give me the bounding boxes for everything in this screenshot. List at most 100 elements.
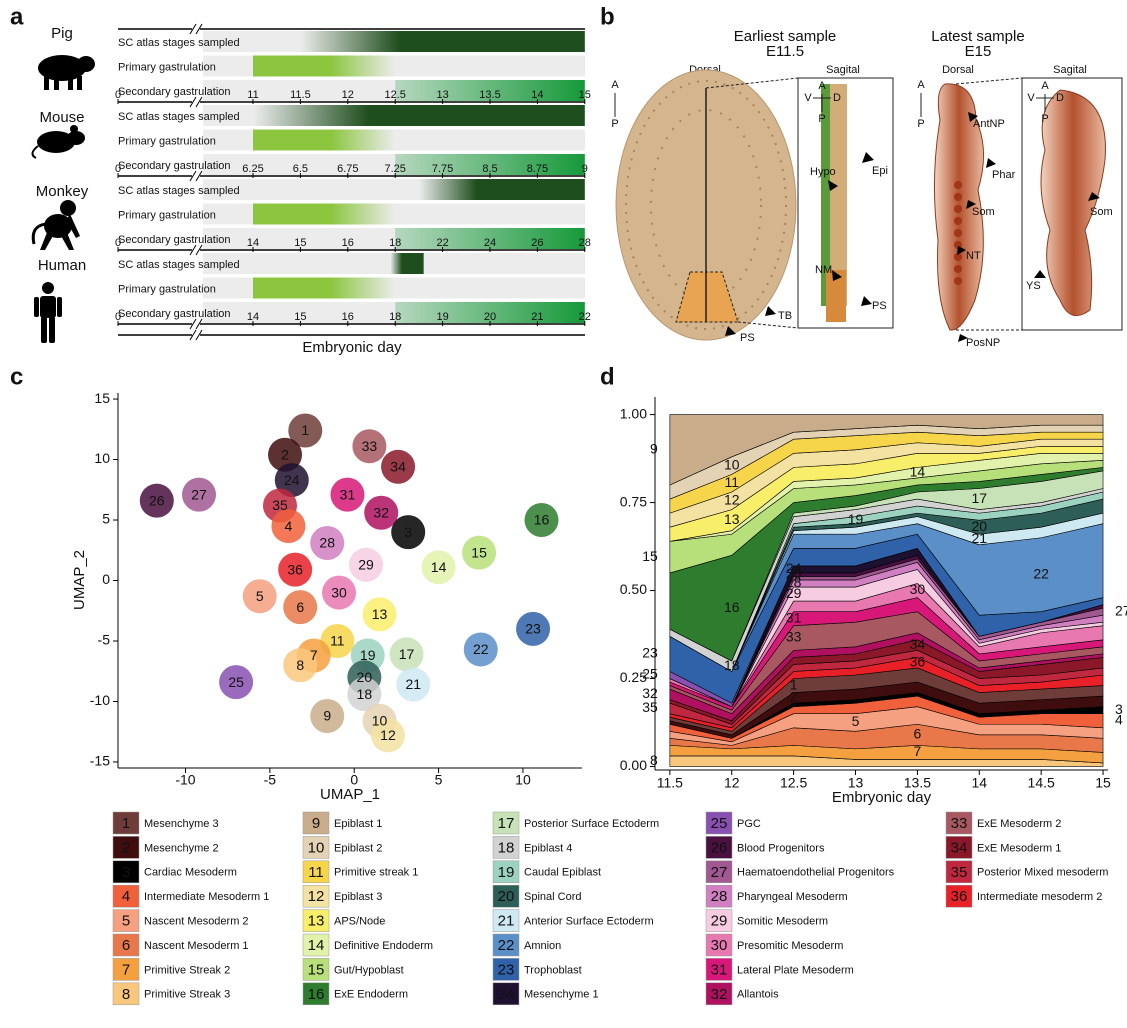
legend-id: 21 <box>498 913 515 930</box>
legend-id: 6 <box>122 937 130 954</box>
legend-name: Posterior Surface Ectoderm <box>524 818 659 830</box>
legend-name: Epiblast 1 <box>334 818 382 830</box>
legend-id: 17 <box>498 815 515 832</box>
view-label: Sagital <box>826 64 860 76</box>
bar-label: Secondary gastrulation <box>118 160 231 172</box>
tick-label: 8.5 <box>482 163 497 175</box>
legend-name: Posterior Mixed mesoderm <box>977 867 1108 879</box>
tick-label: 21 <box>531 311 543 323</box>
cluster-label: 36 <box>287 561 303 577</box>
tick-label: 6.25 <box>242 163 263 175</box>
legend-id: 29 <box>711 913 728 930</box>
figure: a b c d <box>0 0 1127 1028</box>
tick-label: 24 <box>484 237 496 249</box>
area-label: 12 <box>724 492 740 508</box>
cluster-label: 2 <box>281 446 289 462</box>
legend-name: Definitive Endoderm <box>334 940 433 952</box>
annotation: Hypo <box>810 166 836 178</box>
area-label: 1 <box>790 676 798 692</box>
legend-id: 1 <box>122 815 130 832</box>
cluster-label: 34 <box>390 458 406 474</box>
pig-leg <box>44 76 49 90</box>
x-tick-label: 12 <box>724 775 740 791</box>
pig-head <box>77 56 95 72</box>
human-arm <box>34 297 39 317</box>
cluster-label: 32 <box>373 504 389 520</box>
human-leg <box>49 317 55 343</box>
stage-bar <box>419 179 585 200</box>
legend-name: Mesenchyme 3 <box>144 818 219 830</box>
y-tick-label: 0.25 <box>620 669 647 685</box>
legend-name: Primitive streak 1 <box>334 867 418 879</box>
legend-id: 13 <box>308 913 325 930</box>
tick-label: 8.75 <box>527 163 548 175</box>
legend-id: 22 <box>498 937 515 954</box>
annotation: PS <box>872 300 887 312</box>
x-tick-label: 14.5 <box>1028 775 1055 791</box>
cluster-label: 23 <box>525 621 541 637</box>
tick-label: 13.5 <box>479 89 500 101</box>
legend-name: Nascent Mesoderm 2 <box>144 916 249 928</box>
panel-label: b <box>600 3 615 30</box>
pig-leg <box>54 76 59 90</box>
legend-id: 11 <box>308 864 324 881</box>
cluster-label: 15 <box>471 544 487 560</box>
legend-id: 26 <box>711 839 728 856</box>
legend-name: Amnion <box>524 940 561 952</box>
view-label: Sagital <box>1053 64 1087 76</box>
legend-id: 19 <box>498 864 515 881</box>
tick-label: 7.75 <box>432 163 453 175</box>
mouse-icon <box>32 125 85 158</box>
cluster-label: 35 <box>272 497 288 513</box>
axis-letter: A <box>818 80 826 92</box>
bar-label: Primary gastrulation <box>118 283 216 295</box>
x-axis-label: UMAP_1 <box>320 786 380 803</box>
legend-name: Lateral Plate Mesoderm <box>737 964 854 976</box>
area-label: 9 <box>650 440 658 456</box>
area-label: 32 <box>642 685 658 701</box>
legend-id: 2 <box>122 839 130 856</box>
zoom-line <box>956 78 1022 84</box>
tick-label: 20 <box>484 311 496 323</box>
area-label: 16 <box>724 599 740 615</box>
bar-label: SC atlas stages sampled <box>118 185 240 197</box>
cluster-label: 9 <box>323 708 331 724</box>
area-label: 11 <box>724 474 739 490</box>
species-name: Mouse <box>39 109 84 126</box>
tick-label: 15 <box>294 311 306 323</box>
tick-label: 28 <box>579 237 591 249</box>
legend-id: 7 <box>122 961 130 978</box>
legend-id: 8 <box>122 986 130 1003</box>
axis-letter: P <box>1041 113 1048 125</box>
bar-label: Secondary gastrulation <box>118 234 231 246</box>
tick-label: 0 <box>115 89 121 101</box>
legend-id: 14 <box>308 937 325 954</box>
legend-id: 23 <box>498 961 515 978</box>
tick-label: 16 <box>342 237 354 249</box>
legend-id: 9 <box>312 815 320 832</box>
view-label: Dorsal <box>942 64 974 76</box>
annotation: Som <box>972 206 995 218</box>
legend-name: Presomitic Mesoderm <box>737 940 843 952</box>
legend-id: 4 <box>122 888 130 905</box>
x-axis-label: Embryonic day <box>832 789 932 806</box>
tick-label: 14 <box>531 89 543 101</box>
tick-label: 15 <box>294 237 306 249</box>
x-tick-label: 5 <box>435 772 443 788</box>
mouse-ear <box>70 125 78 133</box>
y-tick-label: 5 <box>102 511 110 527</box>
cluster-label: 30 <box>331 584 347 600</box>
monkey-icon <box>33 200 80 250</box>
tick-label: 14 <box>247 237 259 249</box>
cluster-label: 22 <box>473 641 489 657</box>
annotation: NM <box>815 264 832 276</box>
legend-id: 16 <box>308 986 325 1003</box>
y-tick-label: 0 <box>102 571 110 587</box>
legend-name: Anterior Surface Ectoderm <box>524 916 654 928</box>
legend-id: 28 <box>711 888 728 905</box>
legend-name: Haematoendothelial Progenitors <box>737 867 895 879</box>
area-label: 14 <box>910 463 926 479</box>
legend-id: 34 <box>951 839 968 856</box>
y-tick-label: -15 <box>90 753 110 769</box>
legend-name: Primitive Streak 3 <box>144 989 230 1001</box>
